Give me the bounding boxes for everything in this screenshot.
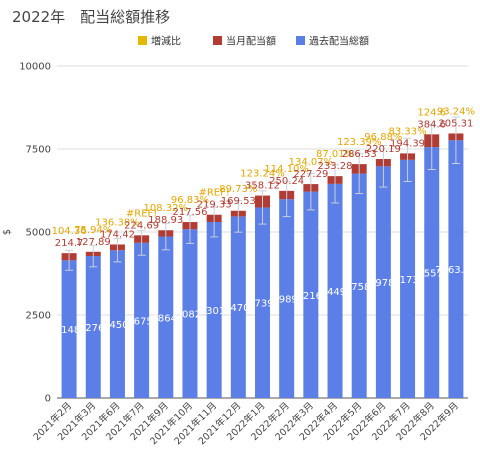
data-label-change-rate: 123.24% [240,169,285,180]
data-label-past-total: 4864. [151,313,180,324]
data-label-change-rate: 134.07% [289,157,334,168]
data-label-past-total: 4276. [79,323,108,334]
bar-past-total [230,216,246,398]
data-label-change-rate: 123.39% [337,137,382,148]
data-label-monthly: 214.7 [55,238,84,249]
data-label-past-total: 6758. [345,282,374,293]
data-label-monthly: 220.19 [366,144,401,155]
data-label-monthly: 169.53 [221,196,256,207]
data-label-change-rate: #REF! [126,208,157,219]
bar-past-total [85,256,101,398]
data-label-past-total: 7557. [417,269,446,280]
data-label-monthly: 219.33 [197,200,232,211]
y-tick-label: 0 [45,394,51,405]
bar-past-total [255,207,270,398]
y-tick-label: 7500 [26,145,51,156]
y-tick-label: 2500 [26,311,51,322]
bar-past-total [400,159,416,398]
y-axis-label: $ [2,229,13,235]
bar-past-total [327,183,343,398]
data-label-past-total: 4675. [127,316,156,327]
data-label-past-total: 7763.14 [435,265,476,276]
data-label-monthly: 286.53 [342,149,377,160]
bar-past-total [351,173,367,398]
data-label-monthly: 188.93 [148,215,183,226]
data-label-monthly: 217.56 [172,207,207,218]
data-label-past-total: 5989. [272,295,301,306]
data-label-change-rate: 104.36 [52,226,87,237]
data-label-monthly: 250.24 [269,176,304,187]
chart-title: 2022年 配当総額推移 [12,8,171,26]
data-label-change-rate: 83.33% [388,126,426,137]
legend-swatch [138,36,147,45]
data-label-past-total: 5082. [176,310,205,321]
bar-past-total [375,166,391,398]
data-label-monthly: 233.28 [318,161,353,172]
data-label-monthly: 358.12 [245,181,280,192]
bar-past-total [206,222,222,398]
bar-past-total [61,260,77,398]
bar-past-total [109,250,125,398]
bar-past-total [303,191,319,398]
bar-past-total [134,242,150,398]
legend-entry: 増減比 [151,35,181,48]
legend-swatch [213,36,222,45]
data-label-monthly: 127.89 [76,237,111,248]
data-label-past-total: 6449. [321,287,350,298]
bar-past-total [182,229,198,398]
data-label-change-rate: 89.73% [219,184,257,195]
bar-past-total [448,140,464,398]
data-label-change-rate: 87.01% [316,149,354,160]
data-label-change-rate: 124.6 [417,107,446,118]
data-label-monthly: 384.6 [417,119,446,130]
data-label-past-total: 7173. [393,275,422,286]
legend-swatch [296,36,305,45]
data-label-change-rate: 108.32% [144,203,189,214]
data-label-monthly: 205.31 [438,118,473,129]
data-label-change-rate: 93.24% [437,106,475,117]
data-label-past-total: 5470. [224,303,253,314]
bar-past-total [158,236,174,398]
data-label-monthly: 194.39 [390,138,425,149]
data-label-change-rate: 96.83% [171,195,209,206]
data-label-past-total: 6978. [369,278,398,289]
data-label-past-total: 4450. [103,320,132,331]
data-label-change-rate: #REF! [198,188,229,199]
data-label-past-total: 4148. [55,325,84,336]
data-label-past-total: 5301. [200,306,229,317]
data-label-change-rate: 96.88% [364,132,402,143]
y-tick-label: 10000 [19,62,51,73]
data-label-monthly: 224.69 [124,220,159,231]
data-label-monthly: 174.42 [100,229,135,240]
data-label-change-rate: 75.94% [74,225,112,236]
bar-past-total [279,199,295,398]
data-label-past-total: 6216. [297,291,326,302]
data-label-change-rate: 136.38% [95,217,140,228]
y-tick-label: 5000 [26,228,51,239]
data-label-change-rate: 114.10% [264,164,309,175]
data-label-past-total: 5739. [248,299,277,310]
bar-past-total [424,147,440,398]
legend-entry: 当月配当額 [226,35,276,48]
legend-entry: 過去配当総額 [309,35,369,48]
data-label-monthly: 227.29 [293,169,328,180]
